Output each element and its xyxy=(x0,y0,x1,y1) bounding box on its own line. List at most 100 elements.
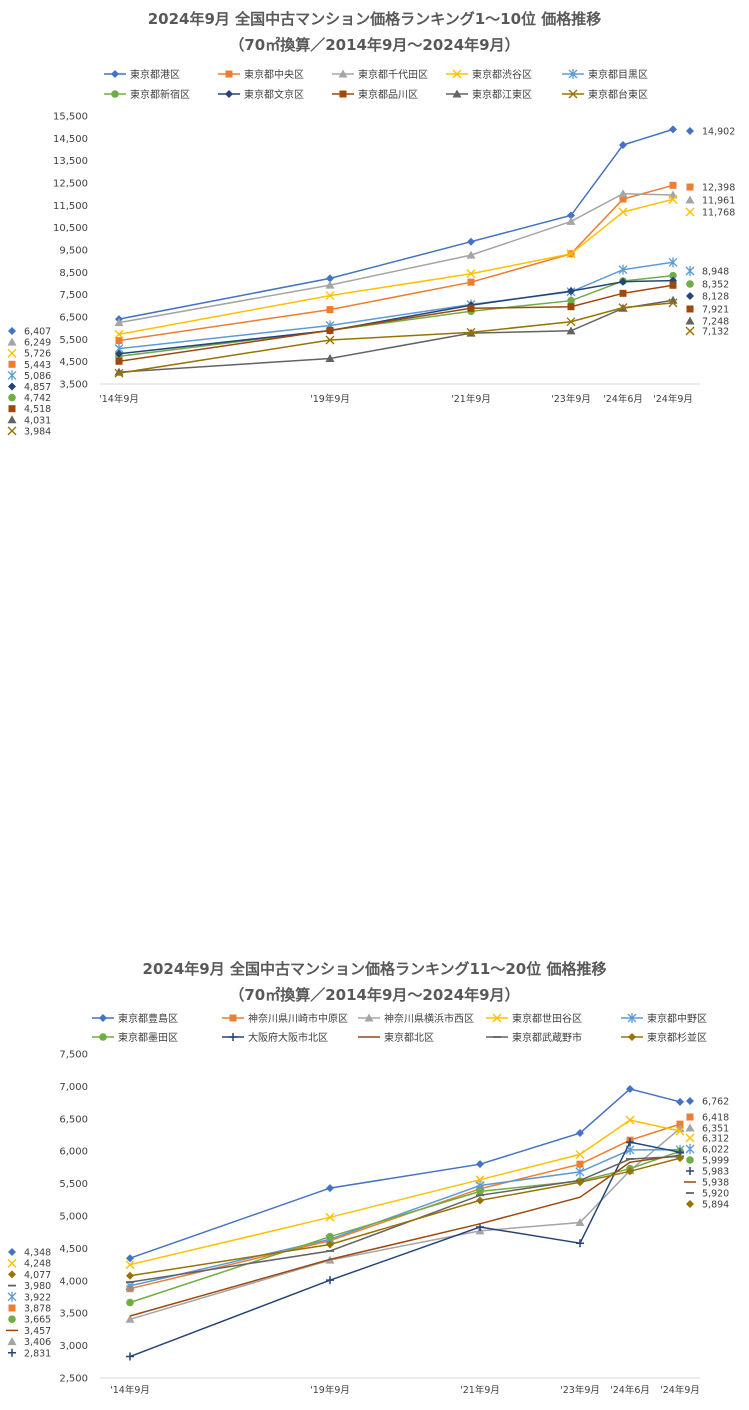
end-value-text: 7,921 xyxy=(702,305,729,316)
legend-label: 東京都新宿区 xyxy=(130,88,190,101)
legend-item: 東京都千代田区 xyxy=(332,68,428,81)
label-marker xyxy=(8,1315,16,1323)
legend-marker xyxy=(452,89,462,98)
legend-marker xyxy=(628,1033,636,1041)
data-point xyxy=(668,257,678,268)
label-marker xyxy=(7,415,17,424)
end-value-text: 8,128 xyxy=(702,292,729,303)
start-value-text: 3,457 xyxy=(24,1326,51,1337)
legend-item: 東京都杉並区 xyxy=(621,1031,707,1044)
legend-item: 東京都目黒区 xyxy=(562,68,648,81)
data-point xyxy=(325,291,335,301)
y-tick-label: 5,000 xyxy=(59,1212,88,1223)
start-value-label: 4,857 xyxy=(8,382,51,393)
legend-label: 東京都渋谷区 xyxy=(472,68,532,81)
data-point xyxy=(566,216,576,225)
label-marker xyxy=(686,1156,694,1164)
legend-marker xyxy=(452,69,462,79)
series xyxy=(115,276,677,358)
end-value-label: 6,418 xyxy=(686,1113,729,1124)
start-value-label: 3,665 xyxy=(8,1315,51,1326)
label-marker xyxy=(8,393,16,402)
y-tick-label: 11,500 xyxy=(53,201,88,212)
data-point xyxy=(566,317,576,327)
data-point xyxy=(467,237,475,246)
data-point xyxy=(668,298,678,308)
end-value-label: 7,132 xyxy=(685,326,729,338)
data-point xyxy=(115,337,123,345)
start-value-text: 4,031 xyxy=(24,415,51,426)
y-tick-label: 8,500 xyxy=(59,268,88,279)
end-value-text: 12,398 xyxy=(702,183,735,194)
y-tick-label: 7,000 xyxy=(59,1082,88,1093)
data-point xyxy=(669,181,677,189)
start-value-label: 3,984 xyxy=(7,426,51,437)
legend-marker xyxy=(229,1033,237,1041)
label-marker xyxy=(8,405,16,413)
end-value-label: 8,128 xyxy=(686,292,729,303)
legend-item: 大阪府大阪市北区 xyxy=(222,1031,328,1044)
data-point xyxy=(566,249,576,259)
y-tick-label: 5,500 xyxy=(59,335,88,346)
legend-item: 東京都豊島区 xyxy=(92,1012,178,1025)
data-point xyxy=(676,1097,684,1106)
start-value-label: 4,518 xyxy=(8,404,51,415)
data-point xyxy=(115,357,123,365)
legend-marker xyxy=(225,90,233,98)
y-tick-label: 4,500 xyxy=(59,357,88,368)
legend-label: 東京都武蔵野市 xyxy=(512,1031,582,1044)
legend-item: 東京都文京区 xyxy=(218,88,304,101)
x-tick-label: '24年6月 xyxy=(610,1384,650,1396)
chart-title-line1: 2024年9月 全国中古マンション価格ランキング1～10位 価格推移 xyxy=(147,10,602,28)
start-value-text: 3,980 xyxy=(24,1281,51,1292)
label-marker xyxy=(8,382,16,391)
data-point xyxy=(567,303,575,311)
label-marker xyxy=(686,1097,694,1105)
end-value-text: 5,938 xyxy=(702,1178,729,1189)
legend-label: 東京都墨田区 xyxy=(118,1031,178,1044)
start-value-text: 4,518 xyxy=(24,404,51,415)
end-value-text: 5,999 xyxy=(702,1156,729,1167)
x-tick-label: '24年9月 xyxy=(660,1384,700,1396)
legend-marker xyxy=(339,90,347,98)
start-value-label: 3,922 xyxy=(7,1291,51,1303)
label-marker xyxy=(686,292,694,300)
y-tick-label: 4,000 xyxy=(59,1276,88,1287)
legend-label: 東京都目黒区 xyxy=(588,68,648,81)
x-tick-label: '23年9月 xyxy=(560,1384,600,1396)
data-point xyxy=(115,349,123,358)
series xyxy=(129,1154,681,1317)
start-value-label: 5,086 xyxy=(7,370,51,382)
data-point xyxy=(467,304,475,312)
legend-label: 東京都中央区 xyxy=(244,68,304,81)
end-value-text: 6,022 xyxy=(702,1145,729,1156)
data-point xyxy=(669,271,677,280)
series-line xyxy=(118,192,674,324)
end-value-label: 5,983 xyxy=(686,1167,729,1178)
data-point xyxy=(466,269,476,279)
label-marker xyxy=(685,1144,695,1154)
label-marker xyxy=(685,326,695,336)
legend-label: 東京都台東区 xyxy=(588,88,648,101)
data-point xyxy=(326,306,334,314)
legend-label: 東京都千代田区 xyxy=(358,68,428,81)
label-marker xyxy=(8,1348,16,1357)
data-point xyxy=(325,335,335,345)
data-point xyxy=(466,327,476,337)
start-value-label: 3,878 xyxy=(8,1304,51,1315)
x-tick-label: '19年9月 xyxy=(310,1384,350,1396)
label-marker xyxy=(8,360,16,368)
chart-bottom: 2024年9月 全国中古マンション価格ランキング11～20位 価格推移 （70㎡… xyxy=(0,470,749,1396)
y-tick-label: 6,500 xyxy=(59,313,88,324)
legend-label: 東京都江東区 xyxy=(472,88,532,101)
data-point xyxy=(326,274,334,283)
legend-label: 東京都港区 xyxy=(130,68,180,81)
series xyxy=(126,1154,684,1280)
start-value-text: 3,922 xyxy=(24,1292,51,1303)
end-value-label: 8,352 xyxy=(686,280,729,291)
start-value-text: 5,443 xyxy=(24,360,51,371)
end-value-label: 8,948 xyxy=(685,266,729,278)
label-marker xyxy=(685,195,695,204)
start-value-text: 4,348 xyxy=(24,1248,51,1259)
legend-label: 東京都杉並区 xyxy=(647,1031,707,1044)
